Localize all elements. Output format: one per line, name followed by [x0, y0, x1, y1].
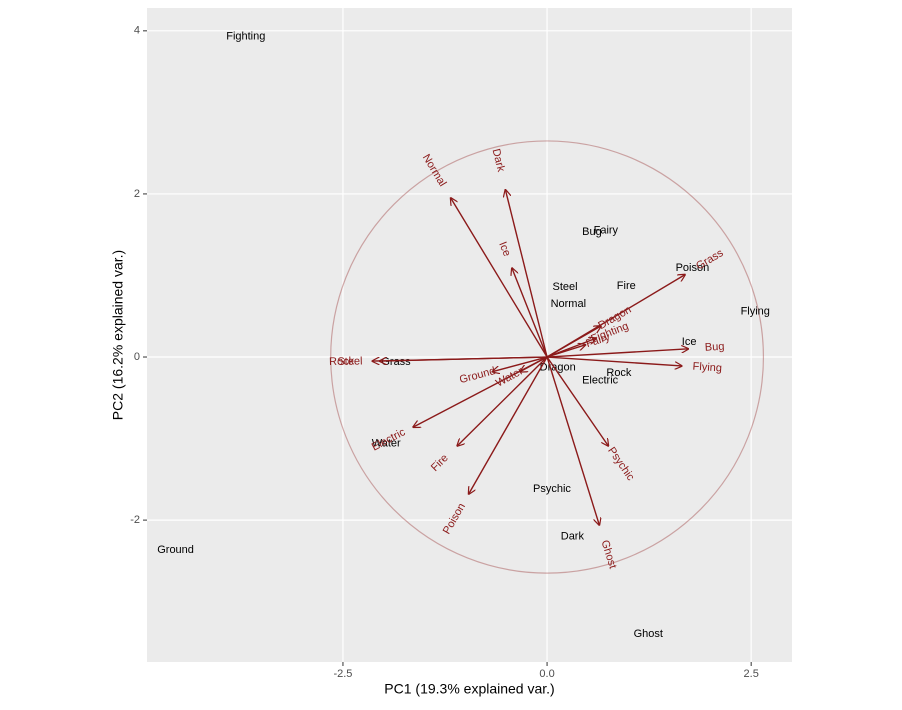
plot-background	[147, 8, 792, 662]
loading-arrow	[547, 356, 682, 366]
x-axis-title: PC1 (19.3% explained var.)	[384, 681, 554, 697]
point-label: Poison	[676, 262, 710, 274]
loading-arrow	[546, 356, 599, 525]
loading-arrow	[512, 268, 548, 358]
point-label: Ground	[157, 544, 194, 556]
loading-label: Flying	[692, 361, 722, 375]
loading-label: Steel	[337, 355, 362, 368]
point-label: Electric	[582, 375, 619, 387]
point-label: Bug	[582, 226, 602, 238]
point-label: Fighting	[226, 30, 265, 42]
y-axis-title: PC2 (16.2% explained var.)	[110, 250, 126, 420]
loading-arrow	[546, 326, 601, 358]
point-label: Dragon	[540, 362, 576, 374]
point-label: Dark	[561, 530, 585, 542]
loading-arrow	[505, 190, 548, 358]
point-label: Water	[372, 437, 401, 449]
x-tick-label: -2.5	[333, 668, 352, 680]
loading-arrow	[380, 356, 548, 361]
loading-label: Bug	[705, 341, 725, 354]
point-label: Flying	[741, 305, 770, 317]
y-tick-label: -2	[130, 514, 140, 526]
point-label: Ghost	[634, 628, 663, 640]
y-tick-label: 2	[134, 188, 140, 200]
point-label: Fire	[617, 280, 636, 292]
x-tick-label: 2.5	[744, 668, 759, 680]
y-tick-label: 0	[134, 351, 140, 363]
point-label: Psychic	[533, 483, 571, 495]
point-label: Normal	[551, 298, 586, 310]
loading-label: Dark	[490, 148, 507, 174]
point-label: Ice	[682, 336, 697, 348]
correlation-circle	[330, 140, 765, 574]
point-label: Steel	[552, 281, 577, 293]
loading-arrow	[546, 345, 585, 358]
loading-arrow	[413, 356, 548, 427]
loading-label: Ice	[496, 240, 513, 258]
loading-label: Rock	[329, 355, 355, 368]
point-label: Rock	[606, 367, 632, 379]
x-tick-label: 0.0	[539, 668, 554, 680]
loading-arrow	[451, 198, 548, 358]
point-label: Fairy	[594, 225, 619, 237]
loading-arrow	[492, 356, 548, 372]
point-label: Grass	[381, 356, 411, 368]
loading-arrow	[546, 356, 608, 446]
loading-arrow	[547, 349, 688, 358]
loading-arrow	[457, 356, 548, 446]
y-tick-label: 4	[134, 25, 140, 37]
loading-arrow	[469, 356, 548, 494]
